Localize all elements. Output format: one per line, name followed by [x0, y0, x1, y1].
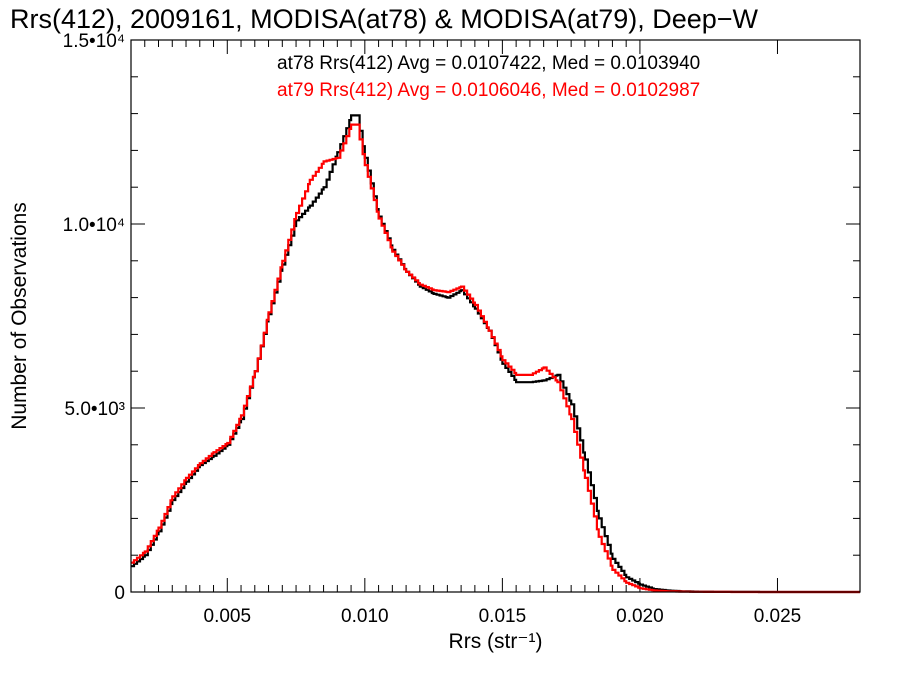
x-tick-label: 0.010	[341, 606, 389, 627]
x-axis-label: Rrs (str⁻¹)	[449, 630, 543, 653]
x-tick-label: 0.005	[204, 606, 252, 627]
y-tick-label: 0	[114, 583, 125, 604]
annotation-line: at79 Rrs(412) Avg = 0.0106046, Med = 0.0…	[277, 80, 700, 101]
chart-title: Rrs(412), 2009161, MODISA(at78) & MODISA…	[10, 4, 759, 34]
y-tick-label: 1.5•10⁴	[63, 31, 125, 52]
series-lines	[131, 114, 860, 594]
x-tick-label: 0.025	[754, 606, 802, 627]
legend-annotations: at78 Rrs(412) Avg = 0.0107422, Med = 0.0…	[277, 53, 700, 101]
y-tick-label: 5.0•10³	[64, 399, 125, 420]
y-axis-label: Number of Observations	[8, 202, 31, 430]
y-tick-label: 1.0•10⁴	[63, 215, 125, 236]
x-tick-label: 0.020	[616, 606, 664, 627]
axis-ticks: 0.005 0.010 0.015 0.020 0.025 0 5.0•10³ 1.0•10⁴…	[63, 31, 860, 627]
series-line-at78	[131, 114, 860, 594]
annotation-line: at78 Rrs(412) Avg = 0.0107422, Med = 0.0…	[277, 53, 700, 74]
x-tick-label: 0.015	[479, 606, 527, 627]
plot-frame	[130, 39, 861, 593]
series-line-at79	[131, 123, 860, 594]
